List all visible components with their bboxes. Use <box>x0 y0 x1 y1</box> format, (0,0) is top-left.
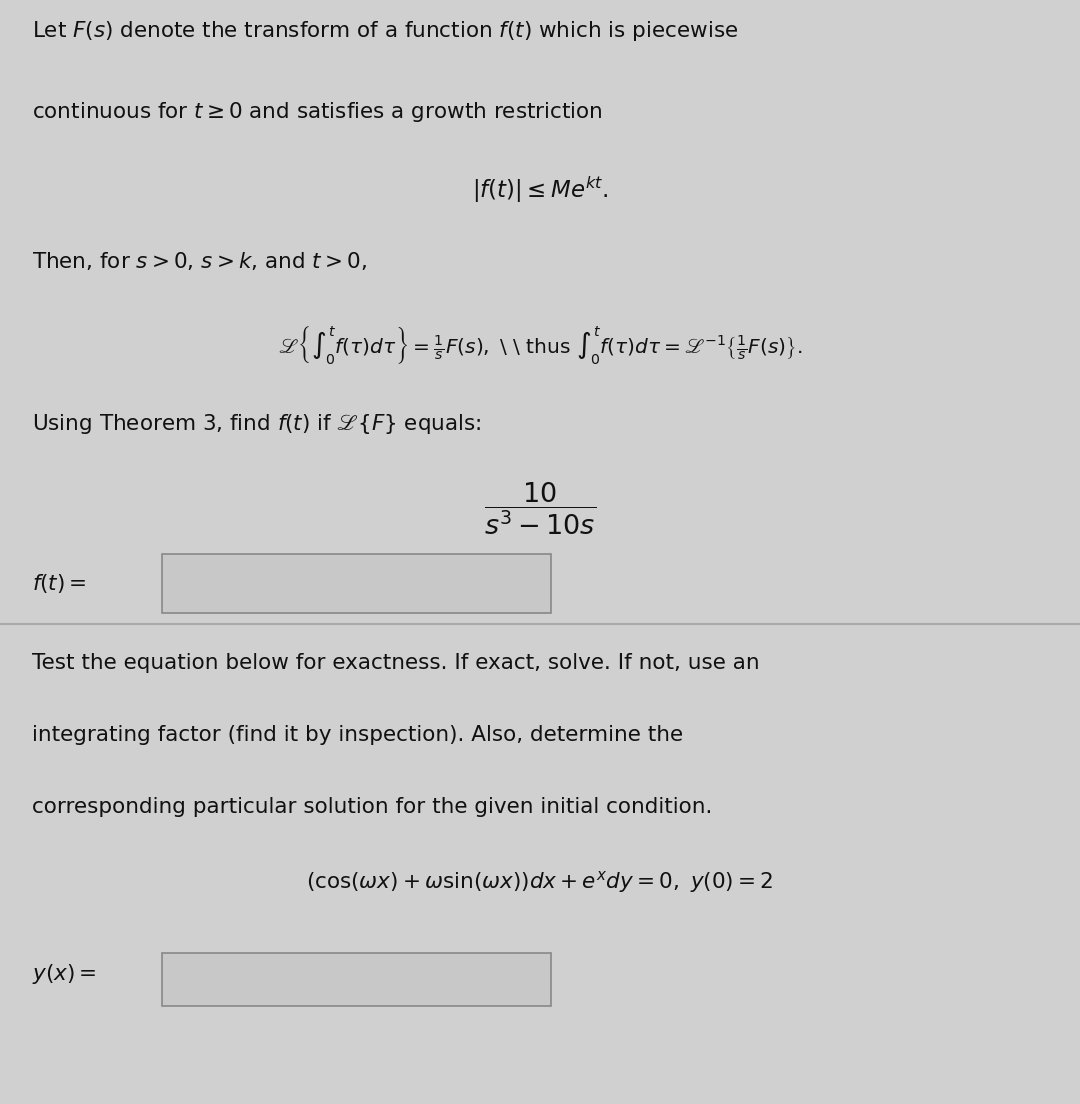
FancyBboxPatch shape <box>162 554 551 613</box>
Text: $|f(t)| \leq Me^{kt}.$: $|f(t)| \leq Me^{kt}.$ <box>472 174 608 205</box>
Text: continuous for $t \geq 0$ and satisfies a growth restriction: continuous for $t \geq 0$ and satisfies … <box>32 99 603 124</box>
Text: $(\cos(\omega x) + \omega \sin(\omega x))dx + e^x dy = 0,\ y(0) = 2$: $(\cos(\omega x) + \omega \sin(\omega x)… <box>307 869 773 894</box>
Text: $f(t) =$: $f(t) =$ <box>32 572 87 595</box>
Text: Using Theorem 3, find $f(t)$ if $\mathscr{L}\{F\}$ equals:: Using Theorem 3, find $f(t)$ if $\mathsc… <box>32 412 482 436</box>
Text: $\mathscr{L}\left\{\int_0^t f(\tau)d\tau\right\} = \frac{1}{s}F(s),$ \ \ thus $\: $\mathscr{L}\left\{\int_0^t f(\tau)d\tau… <box>278 325 802 367</box>
Text: $y(x) =$: $y(x) =$ <box>32 963 97 986</box>
Text: Let $F(s)$ denote the transform of a function $f(t)$ which is piecewise: Let $F(s)$ denote the transform of a fun… <box>32 19 739 43</box>
FancyBboxPatch shape <box>162 953 551 1006</box>
Text: integrating factor (find it by inspection). Also, determine the: integrating factor (find it by inspectio… <box>32 724 684 744</box>
Text: Test the equation below for exactness. If exact, solve. If not, use an: Test the equation below for exactness. I… <box>32 652 760 672</box>
Text: Then, for $s > 0$, $s > k$, and $t > 0$,: Then, for $s > 0$, $s > k$, and $t > 0$, <box>32 250 367 272</box>
Text: $\dfrac{10}{s^3 - 10s}$: $\dfrac{10}{s^3 - 10s}$ <box>484 480 596 538</box>
Text: corresponding particular solution for the given initial condition.: corresponding particular solution for th… <box>32 797 713 817</box>
